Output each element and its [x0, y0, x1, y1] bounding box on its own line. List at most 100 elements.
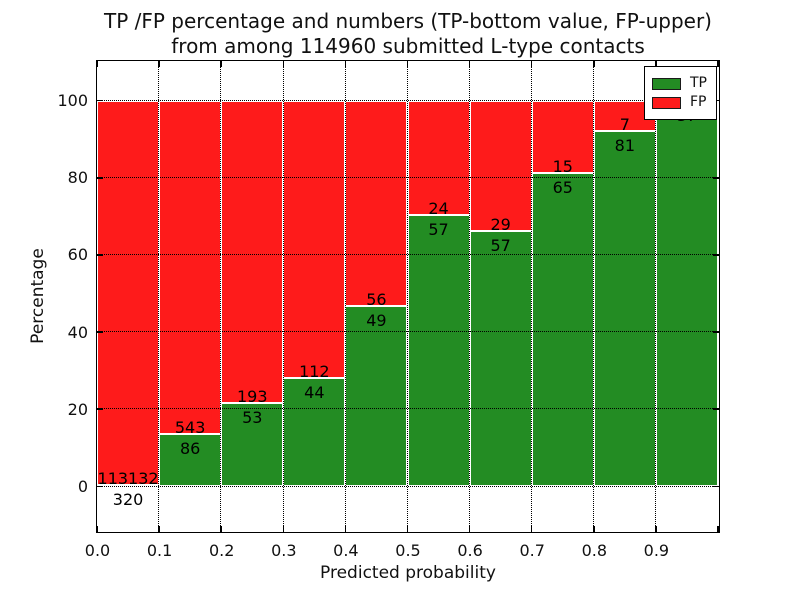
- bar-count-label-tp: 81: [614, 136, 636, 156]
- bar-count-label-tp: 57: [490, 235, 511, 255]
- axis-tick-bottom: [717, 526, 719, 532]
- chart-title-line2: from among 114960 submitted L-type conta…: [171, 34, 645, 58]
- bar-segment-fp: [345, 100, 408, 307]
- axis-tick-bottom: [406, 526, 409, 532]
- bar-count-label-tp: 86: [179, 438, 201, 458]
- x-tick-label: 0.3: [271, 541, 297, 560]
- axis-tick-bottom: [344, 526, 347, 532]
- y-tick-label: 100: [57, 91, 88, 111]
- axis-tick-top: [344, 61, 347, 67]
- axis-tick-left: [97, 408, 103, 410]
- bar-segment-fp: [283, 100, 346, 378]
- x-tick-label: 0.8: [581, 541, 608, 560]
- legend-swatch-tp: [652, 77, 681, 90]
- axis-tick-top: [282, 61, 285, 67]
- axis-tick-bottom: [158, 526, 160, 532]
- y-tick-label: 80: [67, 168, 88, 188]
- axis-tick-top: [717, 61, 719, 67]
- axis-tick-left: [97, 254, 103, 256]
- grid-line-vertical: [282, 61, 284, 532]
- bar-segment-tp: [221, 403, 284, 487]
- axis-tick-top: [220, 61, 222, 67]
- axis-tick-top: [406, 61, 409, 67]
- bar-count-label-fp: 112: [299, 361, 330, 381]
- x-tick-label: 0.2: [208, 541, 235, 560]
- bar-segment-fp: [97, 100, 160, 486]
- legend-row: TP: [652, 76, 707, 91]
- grid-line-vertical: [344, 61, 346, 532]
- axis-tick-left: [97, 177, 103, 179]
- axis-tick-top: [530, 61, 533, 67]
- bar-count-label-tp: 65: [552, 178, 573, 197]
- x-tick-label: 0.7: [519, 541, 545, 560]
- x-tick-label: 0.6: [457, 541, 483, 560]
- axis-tick-bottom: [593, 526, 595, 532]
- grid-line-vertical: [593, 61, 595, 532]
- axis-tick-left: [97, 99, 103, 102]
- chart-title: TP /FP percentage and numbers (TP-bottom…: [96, 9, 720, 59]
- bar-segment-fp: [221, 100, 284, 404]
- plot-area: TP FP 113132 320 543 86 193 53 112 44 56 49 24 57 29 5…: [96, 60, 720, 533]
- axis-tick-bottom: [96, 526, 98, 532]
- bar-count-label-fp: 15: [552, 157, 573, 176]
- axis-tick-left: [97, 485, 103, 488]
- bar-count-label-tp: 49: [366, 311, 387, 331]
- bar-count-label-tp: 53: [242, 408, 263, 428]
- y-tick-label: 0: [77, 476, 88, 496]
- legend-label-tp: TP: [690, 75, 707, 91]
- bar-count-label-fp: 29: [490, 214, 511, 234]
- legend-swatch-fp: [652, 96, 681, 109]
- bar-count-label-fp: 113132: [97, 469, 159, 489]
- bar-segment-fp: [469, 100, 532, 231]
- x-axis-label: Predicted probability: [320, 563, 496, 583]
- grid-line-horizontal: [97, 254, 719, 256]
- grid-line-vertical: [158, 61, 160, 532]
- y-tick-label: 60: [67, 245, 88, 265]
- x-tick-label: 0.9: [643, 541, 670, 560]
- axis-tick-bottom: [468, 526, 471, 532]
- axis-tick-top: [593, 61, 595, 67]
- bar-count-label-tp: 57: [428, 219, 449, 239]
- axis-tick-right: [713, 254, 719, 256]
- grid-line-vertical: [406, 61, 408, 532]
- y-tick-label: 20: [67, 399, 88, 419]
- bar-count-label-fp: 543: [174, 417, 206, 437]
- axis-tick-bottom: [655, 526, 657, 532]
- bar-segment-tp: [407, 214, 470, 487]
- axis-tick-top: [468, 61, 471, 67]
- bar-segment-tp: [655, 100, 718, 487]
- grid-line-horizontal: [97, 331, 719, 333]
- axis-tick-left: [97, 331, 103, 333]
- bar-count-label-fp: 56: [366, 290, 387, 310]
- bar-count-label-fp: 24: [428, 198, 449, 218]
- y-tick-label: 40: [67, 322, 88, 342]
- bar-segment-tp: [469, 230, 532, 487]
- grid-line-horizontal: [97, 99, 719, 101]
- grid-line-horizontal: [97, 485, 719, 487]
- axis-tick-top: [158, 61, 160, 67]
- x-tick-label: 0.1: [146, 541, 173, 560]
- x-tick-label: 0.4: [333, 541, 359, 560]
- bar-segment-fp: [159, 100, 222, 434]
- x-tick-label: 0.0: [84, 541, 111, 560]
- grid-line-vertical: [220, 61, 222, 532]
- bar-segment-fp: [531, 100, 594, 173]
- bar-count-label-tp: 44: [304, 382, 325, 402]
- legend-row: FP: [652, 95, 707, 110]
- bar-count-label-fp: 7: [619, 115, 630, 135]
- grid-line-horizontal: [97, 408, 719, 410]
- y-axis-label: Percentage: [28, 248, 48, 344]
- axis-tick-bottom: [220, 526, 222, 532]
- chart-title-line1: TP /FP percentage and numbers (TP-bottom…: [104, 9, 712, 33]
- bar-count-label-fp: 193: [236, 387, 268, 407]
- axis-tick-right: [713, 177, 719, 179]
- legend: TP FP: [644, 66, 717, 120]
- axis-tick-right: [713, 331, 719, 333]
- axis-tick-top: [96, 61, 98, 67]
- grid-line-vertical: [468, 61, 470, 532]
- x-tick-label: 0.5: [395, 541, 421, 560]
- grid-line-vertical: [530, 61, 532, 532]
- grid-line-vertical: [655, 61, 657, 532]
- axis-tick-right: [713, 408, 719, 410]
